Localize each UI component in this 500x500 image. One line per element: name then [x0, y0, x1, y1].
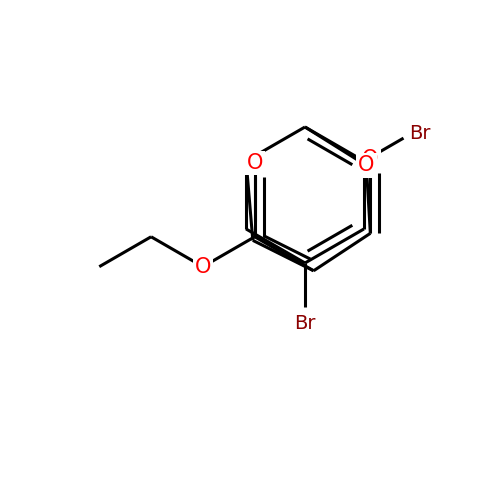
Text: O: O [194, 256, 211, 276]
Text: O: O [358, 156, 374, 176]
Text: Br: Br [410, 124, 431, 142]
Text: O: O [246, 153, 263, 173]
Text: O: O [362, 150, 378, 170]
Text: Br: Br [294, 314, 316, 333]
